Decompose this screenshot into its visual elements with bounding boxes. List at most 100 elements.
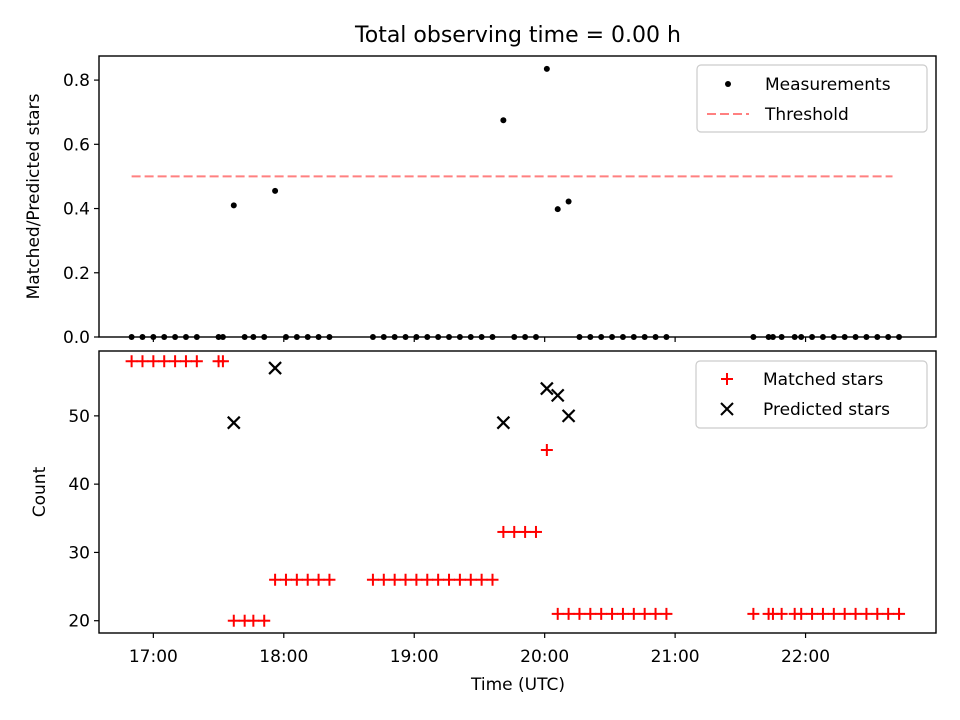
matched-star-point: [136, 355, 149, 368]
matched-star-point: [179, 355, 192, 368]
matched-star-point: [190, 355, 203, 368]
top-legend: Measurements Threshold: [696, 64, 928, 133]
top-x-ticks: [152, 337, 807, 342]
top-legend-box: [696, 64, 928, 133]
bottom-ytick-label: 50: [68, 407, 90, 427]
legend-predicted-label: Predicted stars: [763, 400, 890, 420]
matched-star-point: [388, 573, 401, 586]
predicted-star-point: [227, 415, 241, 430]
matched-star-point: [147, 355, 160, 368]
matched-star-point: [290, 573, 303, 586]
top-ytick-label: 0.2: [63, 264, 90, 284]
matched-star-point: [627, 607, 640, 620]
chart-title: Total observing time = 0.00 h: [354, 23, 681, 48]
matched-star-point: [893, 607, 906, 620]
matched-star-point: [366, 573, 379, 586]
top-y-ticks: 0.0 0.2 0.4 0.6 0.8: [63, 71, 99, 348]
top-ytick-label: 0.4: [63, 200, 90, 220]
legend-measurements-marker: [725, 81, 731, 87]
bottom-x-ticks: 17:00 18:00 19:00 20:00 21:00 22:00: [129, 633, 830, 667]
matched-star-point: [312, 573, 325, 586]
matched-star-point: [508, 525, 521, 538]
matched-star-point: [595, 607, 608, 620]
top-panel: 0.00.20.40.60.8 Matched/Predicted stars …: [24, 55, 937, 348]
matched-star-point: [551, 607, 564, 620]
matched-star-point: [540, 444, 553, 457]
matched-star-point: [649, 607, 662, 620]
matched-star-point: [443, 573, 456, 586]
matched-star-point: [616, 607, 629, 620]
matched-star-point: [806, 607, 819, 620]
measurement-point: [230, 202, 237, 209]
bottom-legend: Matched stars Predicted stars: [695, 360, 928, 429]
matched-star-point: [410, 573, 423, 586]
matched-star-point: [269, 573, 282, 586]
matched-star-point: [775, 607, 788, 620]
bottom-xtick-label: 20:00: [520, 647, 569, 667]
measurement-point: [554, 206, 561, 213]
matched-star-point: [849, 607, 862, 620]
matched-star-point: [606, 607, 619, 620]
predicted-star-point: [540, 381, 554, 396]
matched-star-point: [464, 573, 477, 586]
matched-star-point: [301, 573, 314, 586]
legend-threshold-label: Threshold: [764, 105, 849, 125]
matched-star-point: [323, 573, 336, 586]
matched-star-point: [247, 614, 260, 627]
legend-matched-marker: [721, 373, 733, 385]
bottom-ylabel: Count: [30, 466, 50, 517]
bottom-ytick-label: 30: [68, 543, 90, 563]
matched-star-point: [519, 525, 532, 538]
matched-star-point: [475, 573, 488, 586]
bottom-axes-frame: [98, 350, 937, 634]
bottom-xlabel: Time (UTC): [470, 675, 565, 695]
matched-star-point: [453, 573, 466, 586]
matched-star-point: [529, 525, 542, 538]
matched-star-point: [421, 573, 434, 586]
legend-matched-label: Matched stars: [763, 370, 883, 390]
measurement-point: [543, 65, 550, 72]
matched-star-point: [497, 525, 510, 538]
matched-star-point: [795, 607, 808, 620]
measurement-point: [500, 117, 507, 124]
matched-star-point: [747, 607, 760, 620]
matched-star-point: [432, 573, 445, 586]
matched-star-point: [638, 607, 651, 620]
matched-star-point: [871, 607, 884, 620]
predicted-star-point: [496, 415, 511, 430]
matched-star-point: [279, 573, 292, 586]
predicted-star-point: [561, 409, 576, 423]
matched-star-point: [660, 607, 673, 620]
measurement-point: [565, 198, 572, 205]
matched-star-point: [882, 607, 895, 620]
top-ytick-label: 0.8: [63, 71, 90, 91]
bottom-xtick-label: 18:00: [259, 647, 308, 667]
matched-star-point: [399, 573, 412, 586]
legend-predicted-marker: [720, 402, 734, 416]
matched-star-point: [216, 355, 229, 368]
top-ytick-label: 0.6: [63, 135, 90, 155]
top-ytick-label: 0.0: [63, 328, 90, 348]
matched-star-point: [377, 573, 390, 586]
matched-star-point: [562, 607, 575, 620]
matched-star-point: [169, 355, 182, 368]
matched-star-point: [860, 607, 873, 620]
bottom-ytick-label: 40: [68, 475, 90, 495]
legend-measurements-label: Measurements: [765, 75, 891, 95]
bottom-xtick-label: 21:00: [651, 647, 700, 667]
bottom-plot-marks: [125, 355, 906, 627]
bottom-xtick-label: 19:00: [390, 647, 439, 667]
matched-star-point: [158, 355, 171, 368]
top-ylabel: Matched/Predicted stars: [24, 93, 44, 299]
bottom-ytick-label: 20: [68, 612, 90, 632]
matched-star-point: [838, 607, 851, 620]
bottom-legend-box: [695, 360, 928, 429]
top-axes-frame: [98, 55, 937, 338]
matched-star-point: [573, 607, 586, 620]
matched-star-point: [827, 607, 840, 620]
bottom-y-ticks: 20 30 40 50: [68, 407, 99, 632]
predicted-star-point: [550, 388, 565, 403]
measurement-point: [272, 187, 279, 194]
